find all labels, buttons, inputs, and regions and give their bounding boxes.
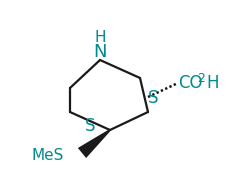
Text: H: H (206, 74, 218, 92)
Text: S: S (85, 117, 95, 135)
Text: MeS: MeS (32, 148, 64, 163)
Text: N: N (93, 43, 107, 61)
Polygon shape (78, 129, 111, 158)
Text: S: S (148, 89, 158, 107)
Text: H: H (94, 30, 106, 44)
Text: CO: CO (178, 74, 202, 92)
Text: 2: 2 (197, 71, 205, 84)
